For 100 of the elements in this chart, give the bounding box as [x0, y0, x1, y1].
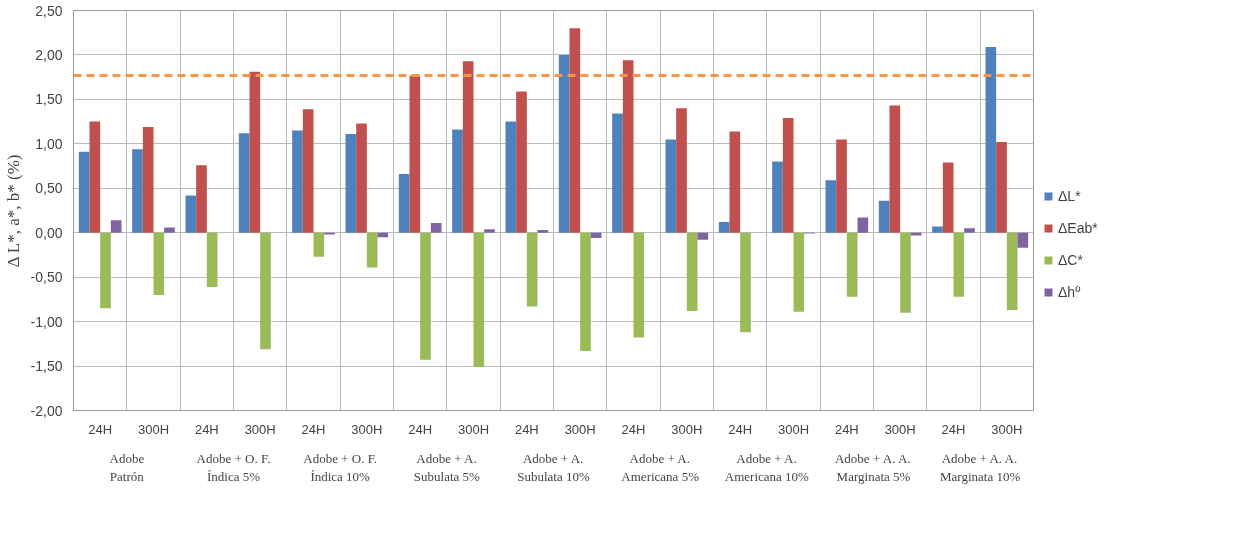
y-tick-label: 2,00 — [35, 46, 63, 63]
legend-label: ΔC* — [1058, 252, 1083, 268]
y-tick-label: -2,00 — [30, 402, 63, 419]
y-tick-label: 2,50 — [35, 2, 63, 19]
x-tick-label: 24H — [621, 421, 646, 437]
x-tick-label: 24H — [514, 421, 539, 437]
bar — [238, 133, 250, 233]
bar — [452, 129, 463, 233]
bar — [889, 105, 901, 233]
bar — [526, 232, 538, 307]
bar — [836, 139, 847, 233]
bar — [580, 232, 591, 351]
bar — [473, 232, 485, 367]
legend-label: Δhº — [1058, 284, 1081, 300]
text: Adobe + O. F. Índica 10% — [303, 450, 378, 484]
bar — [569, 28, 581, 233]
bar — [729, 131, 741, 233]
bar — [857, 217, 869, 233]
y-tick-label: 1,50 — [35, 91, 63, 108]
bar — [89, 121, 101, 233]
x-tick-label: 24H — [941, 421, 966, 437]
bar — [366, 232, 378, 268]
bar — [825, 180, 837, 233]
bar — [782, 118, 794, 233]
bar — [196, 165, 207, 233]
bar — [953, 232, 965, 297]
bar — [558, 54, 570, 233]
bar — [942, 162, 954, 233]
x-tick-label: 300H — [244, 421, 276, 437]
bar — [686, 232, 698, 311]
bar — [846, 232, 858, 297]
bar — [420, 232, 431, 360]
x-tick-label: 300H — [884, 421, 916, 437]
x-tick-label: 300H — [777, 421, 810, 437]
x-tick-label: 300H — [351, 421, 383, 437]
y-axis-title: Δ L*, a*, b* (%) — [3, 154, 23, 268]
bar — [665, 139, 677, 233]
bar — [996, 142, 1007, 233]
x-tick-label: 300H — [671, 421, 703, 437]
x-tick-label: 24H — [728, 421, 753, 437]
bar — [793, 232, 805, 312]
y-tick-label: 1,00 — [35, 135, 63, 152]
x-tick-label: 24H — [408, 421, 433, 437]
bar — [398, 174, 410, 233]
bar — [78, 151, 90, 233]
y-tick-label: 0,00 — [35, 224, 63, 241]
x-tick-label: 300H — [457, 421, 490, 437]
x-tick-label: 24H — [194, 421, 219, 437]
legend-label: ΔL* — [1058, 188, 1081, 204]
bar — [932, 226, 943, 233]
x-tick-label: 300H — [137, 421, 170, 437]
text: Adobe Patrón — [109, 450, 145, 484]
bar — [697, 232, 709, 240]
x-tick-label: 24H — [301, 421, 326, 437]
text: Adobe + O. F. Índica 5% — [196, 450, 271, 484]
bar — [153, 232, 165, 295]
bar — [590, 232, 602, 239]
y-tick-label: -0,50 — [30, 269, 63, 286]
text: Adobe + A. Americana 10% — [724, 450, 810, 484]
bar — [772, 161, 783, 233]
bar — [409, 75, 421, 233]
bar — [900, 232, 911, 313]
text: Adobe + A. Subulata 5% — [413, 450, 481, 484]
bar — [356, 123, 367, 233]
bar — [622, 60, 634, 233]
x-tick-label: 24H — [88, 421, 113, 437]
bar — [462, 61, 474, 233]
x-tick-label: 300H — [564, 421, 596, 437]
bar — [249, 71, 261, 233]
bar — [345, 134, 357, 233]
y-tick-label: -1,00 — [30, 313, 63, 330]
bar — [292, 130, 303, 233]
text: Adobe + A. A. Marginata 5% — [834, 450, 911, 484]
bar — [206, 232, 218, 287]
bar — [313, 232, 325, 257]
bar — [537, 230, 549, 233]
bar — [164, 227, 175, 233]
bar — [100, 232, 111, 309]
bar — [430, 222, 442, 233]
bar — [110, 220, 122, 233]
bar — [516, 91, 527, 233]
bar — [740, 232, 751, 333]
bar — [878, 200, 890, 233]
x-tick-label: 24H — [834, 421, 859, 437]
y-tick-label: 0,50 — [35, 180, 63, 197]
legend-label: ΔEab* — [1058, 220, 1098, 236]
bar — [302, 109, 314, 233]
bar — [260, 232, 271, 350]
text: Adobe + A. Subulata 10% — [517, 450, 590, 484]
bar — [142, 126, 154, 233]
bar — [718, 222, 730, 233]
bar — [1006, 232, 1018, 311]
bar — [484, 229, 495, 233]
bar — [676, 108, 687, 233]
bar — [185, 195, 197, 233]
bar — [132, 149, 143, 233]
bar — [964, 228, 975, 233]
bar — [1017, 232, 1029, 248]
bar — [985, 46, 997, 233]
bar — [612, 113, 623, 233]
